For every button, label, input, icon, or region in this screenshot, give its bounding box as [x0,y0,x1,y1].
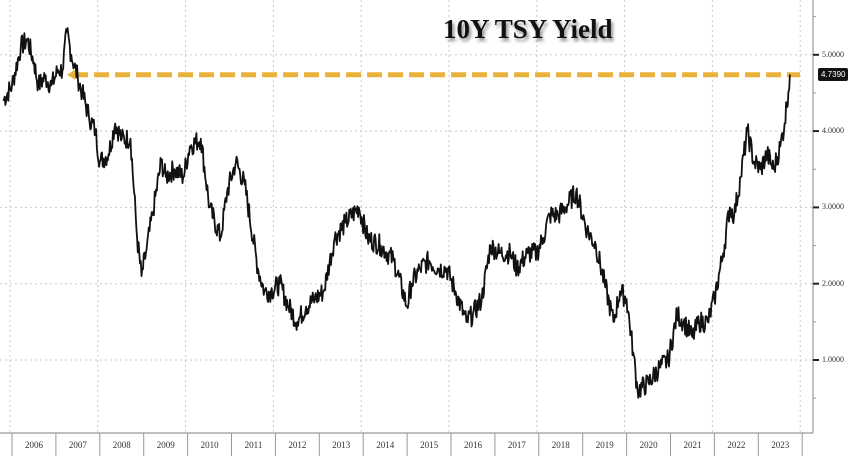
x-axis-label: 2009 [156,440,175,450]
x-axis-label: 2020 [639,440,658,450]
x-axis-label: 2023 [771,440,790,450]
y-axis-label: 4.0000 [822,126,844,136]
last-value-badge: 4.7390 [818,68,848,81]
x-axis-label: 2019 [595,440,614,450]
x-axis-label: 2010 [200,440,219,450]
x-axis-label: 2016 [464,440,482,450]
reference-line-arrow-icon [67,69,76,80]
x-axis-label: 2015 [420,440,439,450]
x-axis-label: 2014 [376,440,395,450]
y-axis-label: 1.0000 [822,355,844,364]
y-axis-label: 3.0000 [822,202,844,212]
y-axis-ticks [813,16,819,399]
x-axis-label: 2011 [244,440,263,450]
x-axis-label: 2012 [288,440,307,450]
x-axis-label: 2007 [68,440,87,450]
x-axis-label: 2006 [25,440,43,450]
x-axis-label: 2021 [683,440,702,450]
yield-line-series [2,27,791,399]
x-axis [11,433,803,456]
x-axis-label: 2008 [112,440,131,450]
x-axis-label: 2017 [507,440,526,450]
x-axis-label: 2013 [332,440,351,450]
y-axis-label: 5.0000 [822,49,844,59]
grid-lines [0,0,813,433]
y-axis-label: 2.0000 [822,278,844,288]
x-axis-label: 2022 [727,440,746,450]
x-axis-label: 2018 [551,440,570,450]
chart-title: 10Y TSY Yield [443,14,613,44]
